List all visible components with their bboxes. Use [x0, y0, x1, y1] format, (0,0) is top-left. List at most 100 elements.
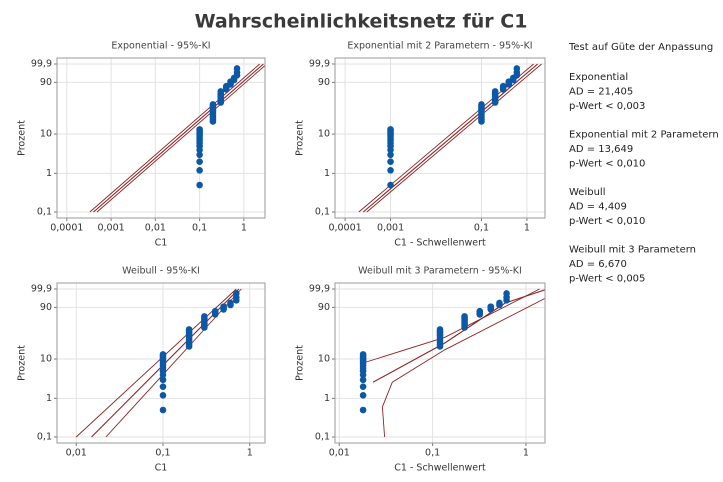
data-point: [359, 392, 367, 399]
ci-line: [96, 64, 265, 213]
x-axis-label: C1: [155, 463, 168, 474]
y-tick-label: 99,9: [31, 59, 52, 70]
x-tick-label: 0,0001: [50, 223, 83, 234]
data-point: [196, 181, 203, 189]
data-point: [217, 88, 225, 95]
x-axis-label: C1 - Schwellenwert: [394, 238, 486, 249]
x-tick-label: 0,1: [155, 448, 170, 459]
y-axis-label: Prozent: [295, 120, 306, 156]
ci-line: [366, 63, 542, 213]
data-point: [359, 376, 367, 384]
panel-title: Exponential - 95%-KI: [111, 41, 210, 52]
gof-title: Test auf Güte der Anpassung: [568, 42, 713, 53]
y-tick-label: 0,1: [37, 207, 52, 218]
y-tick-label: 10: [318, 354, 330, 365]
x-tick-label: 0,001: [97, 223, 124, 234]
x-axis-label: C1: [155, 238, 168, 249]
chart-title: Wahrscheinlichkeitsnetz für C1: [195, 11, 528, 33]
plot-area: [335, 283, 545, 443]
ci-line: [362, 288, 540, 364]
data-point: [211, 307, 219, 315]
x-tick-label: 1: [241, 223, 247, 234]
plot-frame: [56, 57, 266, 219]
data-point: [159, 392, 167, 399]
data-point: [201, 313, 208, 320]
gof-name: Weibull: [569, 187, 605, 198]
y-tick-label: 1: [324, 393, 330, 404]
gof-ad: AD = 13,649: [569, 144, 633, 155]
y-tick-label: 1: [46, 168, 52, 179]
data-point: [503, 290, 510, 297]
data-point: [233, 65, 241, 72]
x-tick-label: 1: [247, 448, 253, 459]
y-tick-label: 10: [318, 129, 330, 140]
ci-line: [89, 63, 260, 213]
plot-frame: [334, 282, 546, 444]
gof-p: p-Wert < 0,010: [569, 159, 645, 170]
x-tick-label: 0,01: [145, 223, 166, 234]
data-point: [487, 303, 495, 310]
data-point: [513, 65, 521, 72]
data-point: [227, 299, 234, 307]
data-point: [159, 376, 167, 384]
y-tick-label: 99,9: [31, 284, 52, 295]
y-tick-label: 10: [40, 354, 52, 365]
data-point: [159, 383, 167, 390]
y-tick-label: 90: [318, 302, 330, 313]
data-point: [196, 151, 203, 159]
x-tick-label: 0,0001: [328, 223, 361, 234]
y-tick-label: 1: [46, 393, 52, 404]
plot-frame: [56, 282, 266, 444]
data-point: [220, 303, 227, 310]
data-point: [387, 181, 394, 189]
data-point: [478, 101, 485, 108]
panel-title: Weibull mit 3 Parametern - 95%-KI: [358, 266, 522, 277]
panel-title: Weibull - 95%-KI: [122, 266, 200, 277]
y-tick-label: 90: [318, 77, 330, 88]
gof-ad: AD = 4,409: [569, 202, 627, 213]
x-tick-label: 0,001: [377, 223, 404, 234]
y-tick-label: 99,9: [309, 284, 330, 295]
ci-line: [381, 297, 545, 438]
data-point: [185, 326, 193, 333]
y-tick-label: 90: [40, 77, 52, 88]
x-tick-label: 0,1: [425, 448, 440, 459]
gof-ad: AD = 6,670: [569, 259, 627, 270]
panel-title: Exponential mit 2 Parametern - 95%-KI: [347, 41, 532, 52]
fit-line: [93, 63, 264, 213]
plot-lines: [362, 288, 545, 438]
data-point: [196, 167, 203, 174]
x-axis-label: C1 - Schwellenwert: [394, 463, 486, 474]
data-point: [209, 101, 217, 108]
y-tick-label: 90: [40, 302, 52, 313]
y-tick-label: 0,1: [315, 207, 330, 218]
y-tick-label: 0,1: [315, 432, 330, 443]
x-tick-label: 1: [523, 448, 529, 459]
x-tick-label: 0,01: [329, 448, 350, 459]
y-tick-label: 99,9: [309, 59, 330, 70]
gof-p: p-Wert < 0,005: [569, 274, 645, 285]
gof-p: p-Wert < 0,010: [569, 216, 645, 227]
data-point: [387, 151, 394, 159]
data-point: [387, 158, 394, 165]
data-point: [196, 126, 203, 133]
data-point: [196, 158, 203, 165]
data-point: [159, 406, 167, 414]
gof-ad: AD = 21,405: [569, 87, 633, 98]
data-point: [491, 88, 499, 95]
y-axis-label: Prozent: [17, 345, 28, 381]
y-axis-label: Prozent: [17, 120, 28, 156]
data-point: [436, 326, 444, 333]
data-point: [359, 406, 367, 414]
x-tick-label: 0,1: [192, 223, 207, 234]
gof-name: Exponential: [569, 72, 628, 83]
data-point: [159, 351, 167, 358]
gof-p: p-Wert < 0,003: [569, 101, 645, 112]
data-point: [387, 126, 394, 133]
y-tick-label: 10: [40, 129, 52, 140]
gof-name: Exponential mit 2 Parametern: [569, 130, 719, 141]
data-point: [359, 351, 367, 358]
data-point: [476, 307, 484, 315]
gof-name: Weibull mit 3 Parametern: [569, 245, 696, 256]
